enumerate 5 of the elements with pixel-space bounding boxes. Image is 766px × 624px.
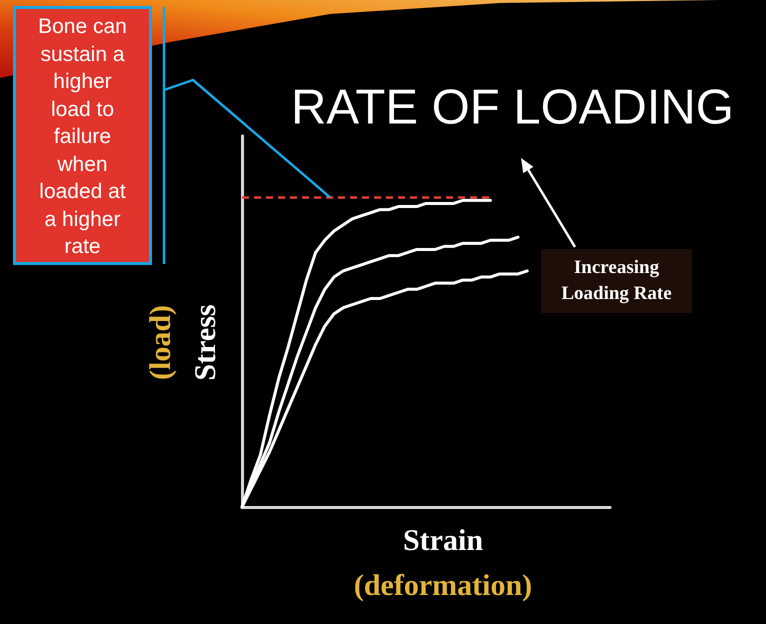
- x-axis-title: Strain (deformation): [354, 524, 532, 602]
- annotation: Increasing Loading Rate: [560, 256, 673, 306]
- y-axis-title: (load) Stress: [144, 304, 222, 381]
- text: Bone can sustain a higher load to failure when loaded at a higher rate: [38, 15, 127, 258]
- chart-title: RATE OF LOADING: [291, 80, 734, 134]
